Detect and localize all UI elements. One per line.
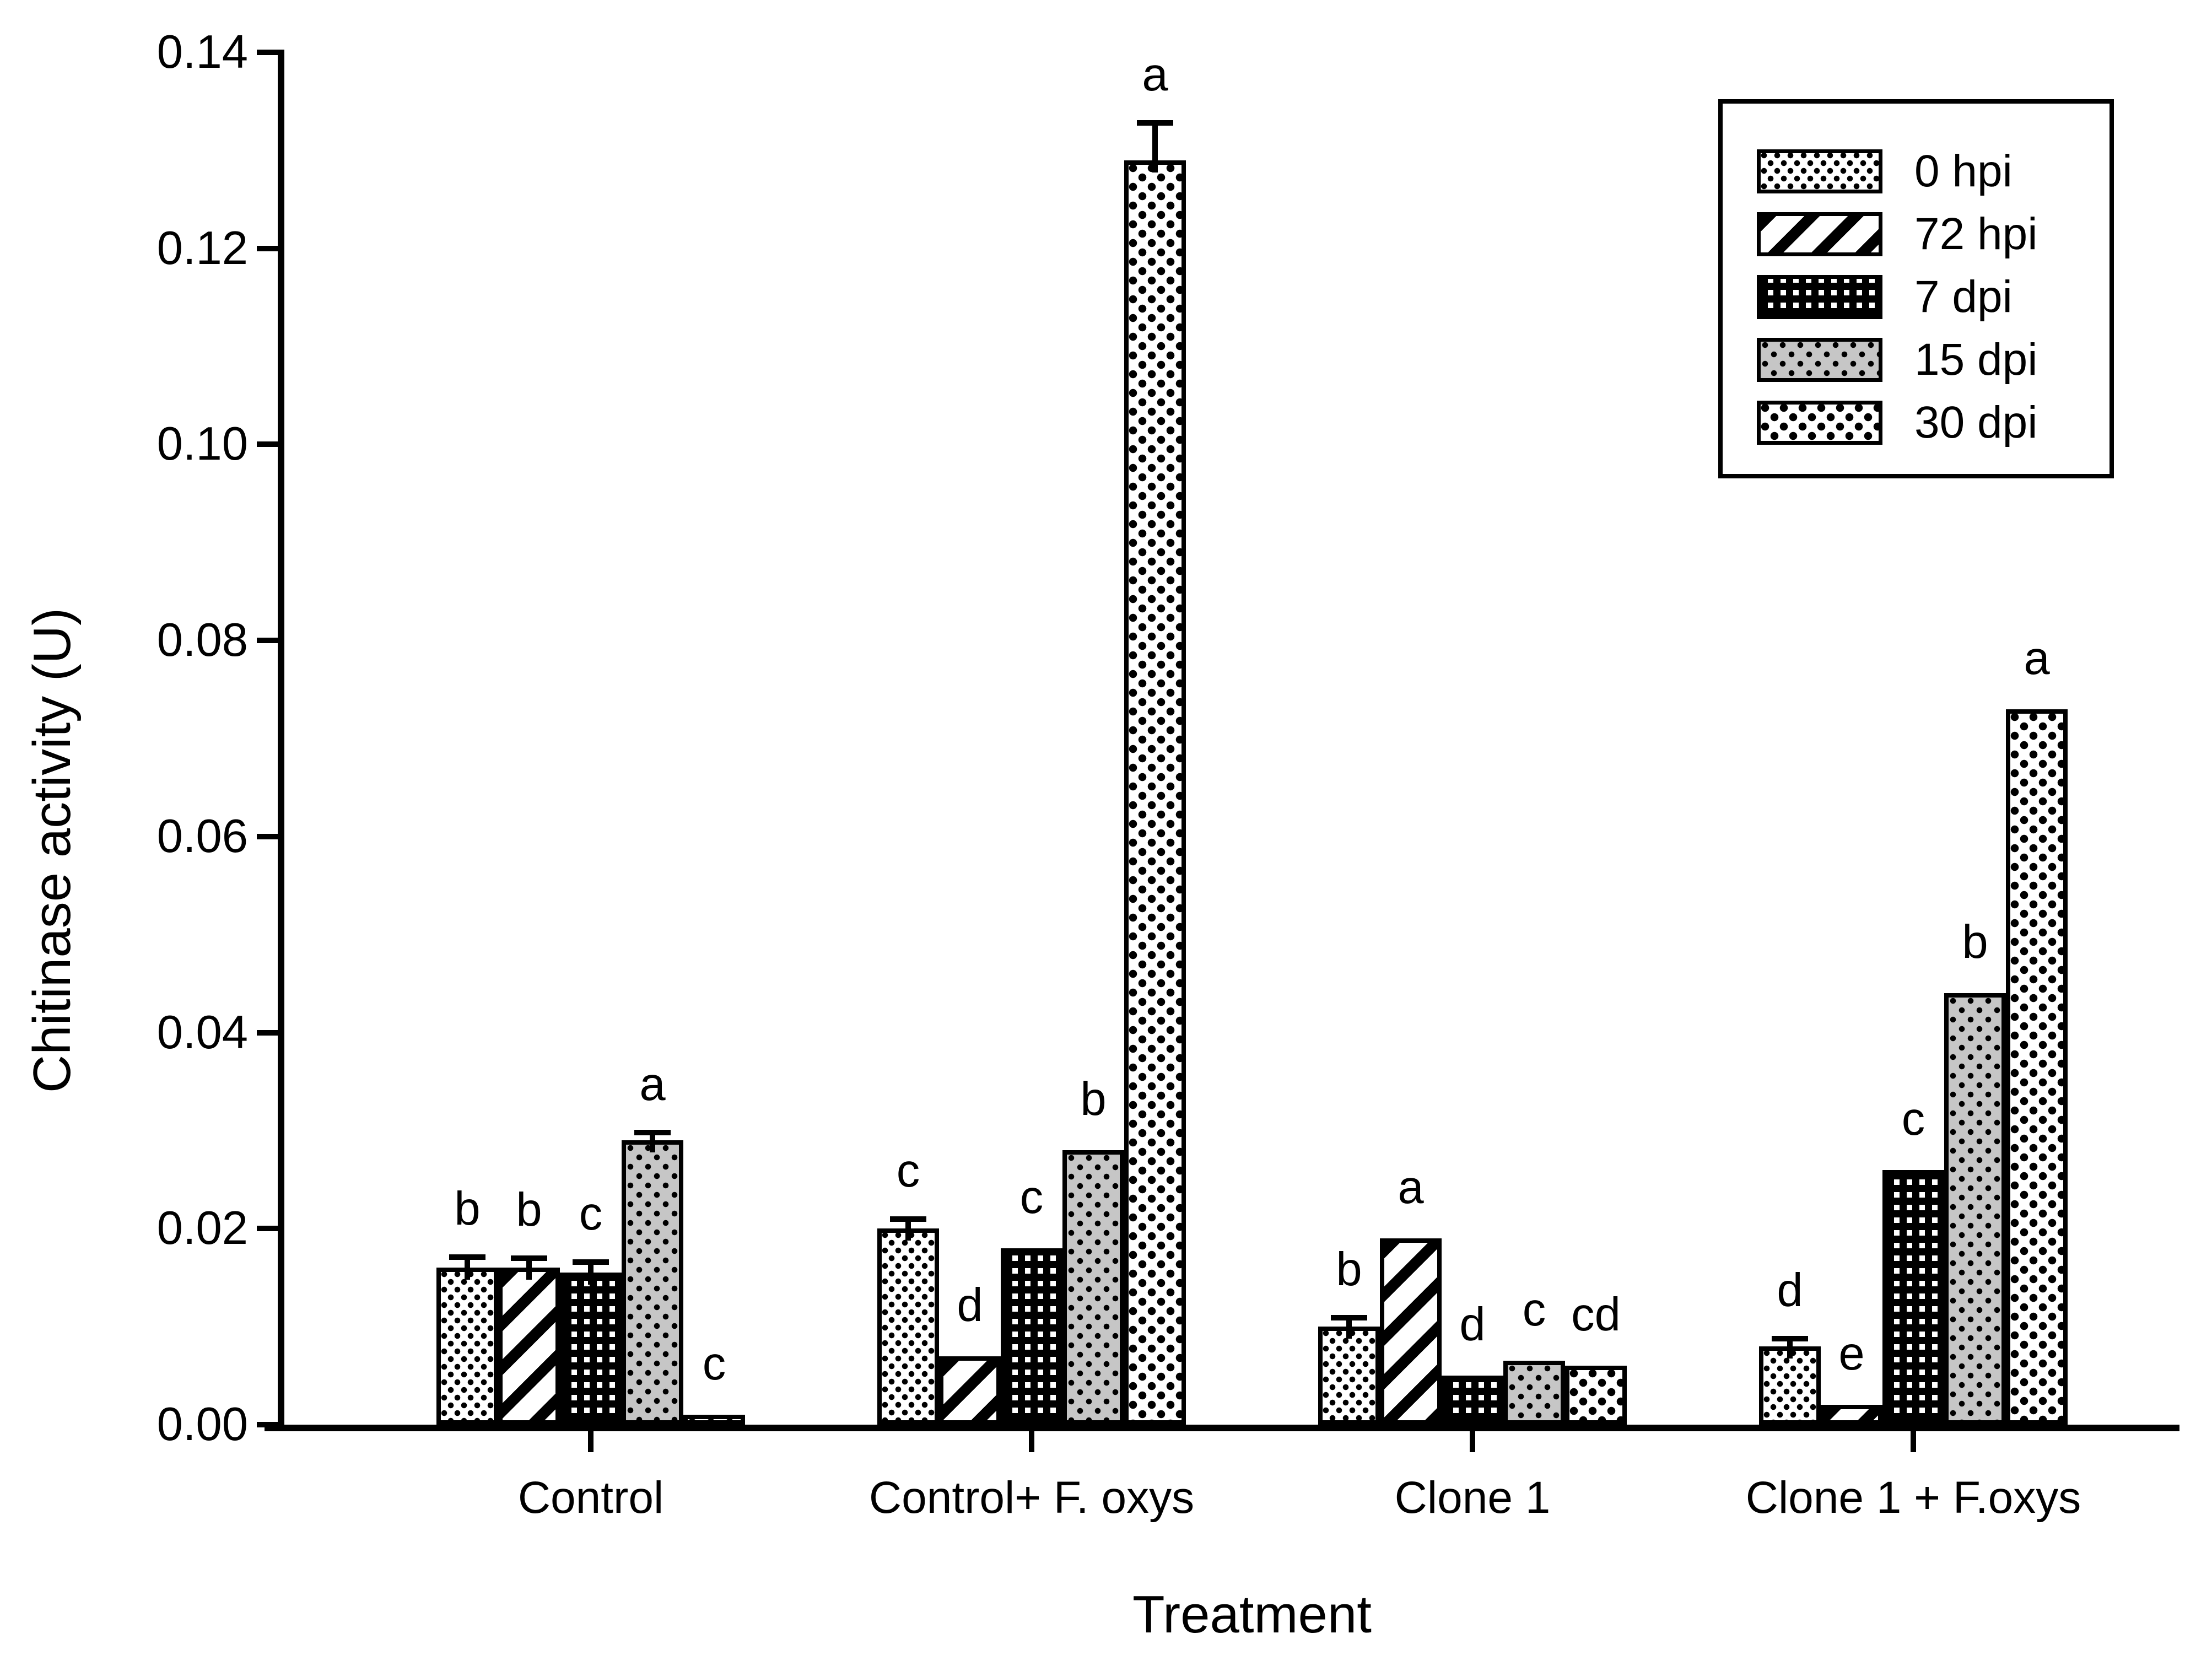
x-axis-line [265,1425,2179,1431]
error-bar-cap [1331,1315,1367,1321]
legend-label: 15 dpi [1914,335,2038,385]
y-tick-label: 0.12 [157,222,248,274]
bar-7-dpi-1 [560,1273,622,1425]
bar-15-dpi-3 [1503,1361,1565,1425]
y-tick-label: 0.10 [157,418,248,471]
y-tick [257,1029,278,1036]
significance-letter: a [1142,48,1168,101]
error-bar-cap [1137,120,1173,126]
legend-label: 72 hpi [1914,209,2038,259]
y-tick-label: 0.06 [157,810,248,863]
legend-label: 7 dpi [1914,272,2013,322]
legend-swatch-diagonal-stripes [1757,212,1882,256]
legend-swatch-coarse-dots [1757,401,1882,445]
significance-letter: a [1398,1161,1424,1214]
error-bar-stem [1787,1341,1793,1359]
significance-letter: b [1336,1243,1362,1296]
error-bar-cap [890,1216,926,1222]
error-bar-cap [449,1254,485,1260]
significance-letter: d [957,1279,983,1332]
bar-72-hpi-2 [939,1356,1001,1425]
error-bar-stem [526,1260,532,1280]
x-axis-title: Treatment [1132,1585,1372,1644]
significance-letter: c [1901,1092,1925,1145]
y-tick [257,1422,278,1427]
error-bar-cap [511,1255,547,1261]
bar-30-dpi-2 [1124,160,1186,1425]
bar-15-dpi-2 [1062,1150,1124,1425]
x-category-label: Clone 1 + F.oxys [1745,1473,2081,1523]
bar-72-hpi-1 [498,1268,560,1425]
significance-letter: a [2024,632,2050,684]
bar-72-hpi-3 [1380,1238,1442,1425]
bar-7-dpi-3 [1442,1376,1503,1425]
bar-0-hpi-3 [1318,1327,1380,1425]
legend-label: 30 dpi [1914,397,2038,448]
significance-letter: b [1080,1073,1107,1125]
y-tick-label: 0.02 [157,1202,248,1255]
legend-swatch-dark-grid [1757,275,1882,319]
significance-letter: c [1522,1284,1546,1336]
x-tick [588,1431,594,1452]
significance-letter: d [1777,1264,1803,1317]
significance-letter: c [579,1188,603,1241]
bar-30-dpi-1 [683,1415,745,1425]
bar-15-dpi-1 [622,1140,683,1425]
x-tick [1029,1431,1034,1452]
x-category-label: Control+ F. oxys [868,1473,1195,1523]
bar-30-dpi-4 [2006,709,2068,1425]
y-axis-line [278,50,284,1431]
y-tick-label: 0.00 [157,1398,248,1451]
bar-7-dpi-2 [1001,1248,1062,1425]
significance-letter: b [1962,916,1988,969]
error-bar-stem [650,1135,655,1153]
significance-letter: c [1019,1171,1044,1223]
error-bar-stem [1152,126,1158,173]
y-tick-label: 0.08 [157,614,248,667]
x-tick [1911,1431,1916,1452]
significance-letter: b [516,1183,542,1236]
error-bar-cap [634,1130,671,1136]
significance-letter: c [896,1144,920,1197]
y-axis-title: Chitinase activity (U) [23,607,82,1093]
significance-letter: d [1459,1298,1486,1351]
x-category-label: Control [517,1473,664,1523]
y-tick [257,441,278,448]
bar-72-hpi-4 [1821,1405,1882,1425]
legend-swatch-fine-dots [1757,149,1882,193]
bar-30-dpi-3 [1565,1366,1627,1425]
significance-letter: e [1838,1328,1865,1381]
bar-0-hpi-4 [1759,1346,1821,1425]
legend: 0 hpi 72 hpi 7 dpi 15 dpi 30 dpi [1718,99,2114,478]
significance-letter: a [639,1058,666,1111]
y-tick [257,245,278,251]
error-bar-stem [905,1221,911,1241]
bar-15-dpi-4 [1944,993,2006,1425]
legend-swatch-gray-dots [1757,338,1882,382]
error-bar-cap [573,1259,609,1265]
significance-letter: b [454,1183,481,1236]
y-tick [257,50,278,55]
error-bar-cap [1772,1335,1808,1341]
y-tick-label: 0.14 [157,26,248,78]
error-bar-stem [588,1265,594,1285]
y-tick [257,638,278,644]
error-bar-stem [1346,1320,1352,1339]
legend-label: 0 hpi [1914,146,2013,196]
bar-0-hpi-1 [436,1268,498,1425]
y-tick [257,1226,278,1232]
error-bar-stem [465,1260,470,1280]
y-tick [257,833,278,839]
significance-letter: cd [1571,1289,1621,1341]
y-tick-label: 0.04 [157,1006,248,1059]
x-tick [1470,1431,1475,1452]
bar-7-dpi-4 [1882,1169,1944,1425]
x-category-label: Clone 1 [1394,1473,1551,1523]
significance-letter: c [702,1338,726,1390]
